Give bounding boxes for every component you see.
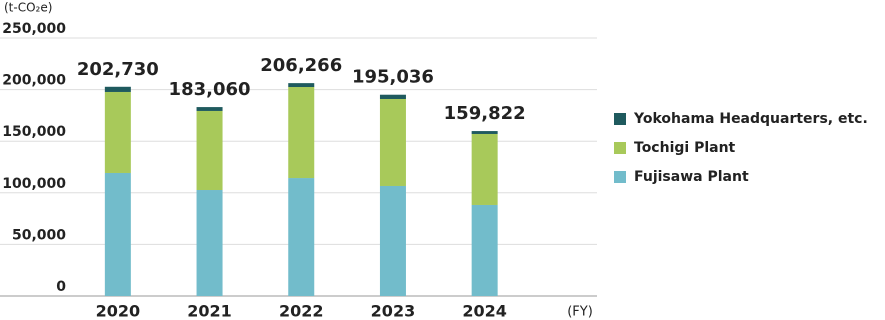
bar-segment bbox=[196, 107, 223, 111]
legend-label: Tochigi Plant bbox=[634, 140, 736, 156]
x-unit-label: (FY) bbox=[567, 305, 593, 320]
x-tick-label: 2021 bbox=[187, 302, 232, 320]
bar-segment bbox=[379, 185, 406, 296]
total-label: 183,060 bbox=[169, 79, 251, 100]
y-tick-label: 0 bbox=[56, 279, 66, 295]
x-tick-label: 2024 bbox=[462, 302, 507, 320]
bar-segment bbox=[379, 94, 406, 99]
legend-label: Yokohama Headquarters, etc. bbox=[633, 111, 868, 127]
bar-segment bbox=[104, 91, 131, 173]
y-tick-label: 100,000 bbox=[2, 176, 66, 192]
bar-segment bbox=[288, 178, 315, 296]
y-tick-label: 250,000 bbox=[2, 21, 66, 37]
legend-swatch bbox=[614, 171, 626, 183]
bar-segment bbox=[471, 133, 498, 205]
bar-segment bbox=[196, 110, 223, 191]
x-tick-label: 2023 bbox=[371, 302, 416, 320]
total-label: 159,822 bbox=[444, 103, 526, 124]
x-tick-label: 2020 bbox=[96, 302, 141, 320]
bar-segment bbox=[471, 131, 498, 134]
bar-segment bbox=[288, 83, 315, 88]
y-tick-label: 150,000 bbox=[2, 124, 66, 140]
bar-segment bbox=[104, 172, 131, 296]
legend-label: Fujisawa Plant bbox=[634, 169, 749, 185]
bar-segment bbox=[379, 98, 406, 186]
bar-segment bbox=[288, 87, 315, 179]
y-tick-label: 200,000 bbox=[2, 73, 66, 89]
y-tick-label: 50,000 bbox=[12, 227, 66, 243]
total-label: 202,730 bbox=[77, 59, 159, 80]
legend-swatch bbox=[614, 142, 626, 154]
bar-segment bbox=[471, 204, 498, 296]
bar-segment bbox=[104, 86, 131, 92]
legend-swatch bbox=[614, 113, 626, 125]
y-unit-label: (t-CO₂e) bbox=[4, 1, 52, 15]
bar-segment bbox=[196, 190, 223, 296]
total-label: 195,036 bbox=[352, 67, 434, 88]
x-tick-label: 2022 bbox=[279, 302, 324, 320]
total-label: 206,266 bbox=[260, 55, 342, 76]
